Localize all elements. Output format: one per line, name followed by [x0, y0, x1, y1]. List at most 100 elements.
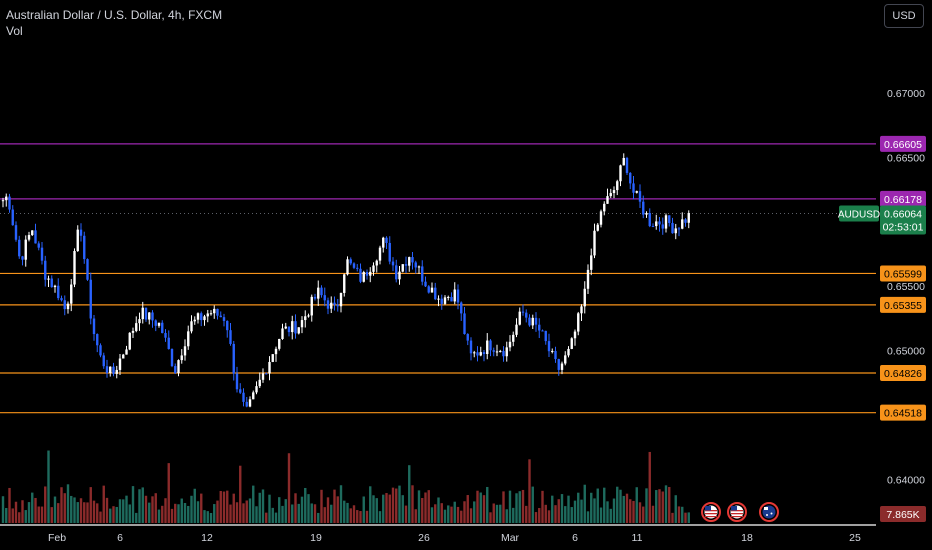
volume-bar [190, 495, 193, 523]
horizontal-levels[interactable] [0, 143, 876, 414]
candle-body [687, 212, 690, 223]
volume-bar [34, 497, 37, 523]
candle-body [515, 324, 518, 335]
volume-bar [541, 490, 544, 523]
volume-bar [525, 505, 528, 523]
volume-bar [411, 485, 414, 523]
price-labels: 0.66605 0.66178 0.65599 0.65355 0.64826 0.645… [838, 135, 926, 522]
time-tick-label: 6 [117, 532, 123, 544]
volume-bar [89, 487, 92, 523]
candle-body [427, 286, 430, 293]
volume-bar [463, 501, 466, 523]
time-tick-label: 19 [310, 532, 322, 544]
candle-body [122, 354, 125, 359]
volume-bar [200, 493, 203, 523]
volume-bar [505, 509, 508, 523]
candle-body [274, 348, 278, 355]
candle-body [248, 399, 252, 407]
volume-bar [44, 486, 47, 523]
volume-bar [222, 491, 226, 523]
candle-body [216, 308, 219, 316]
volume-bar [586, 511, 590, 523]
candle-body [109, 366, 112, 373]
flag-stripe [705, 513, 717, 515]
level-price-label: 0.65599 [884, 268, 922, 280]
au-flag-icon[interactable] [759, 502, 779, 522]
candle-body [11, 209, 14, 226]
volume-bar [252, 485, 255, 523]
volume-bar [47, 450, 50, 523]
candle-body [593, 230, 596, 256]
candle-body [603, 203, 606, 212]
volume-bar [424, 492, 427, 523]
volume-bar [482, 495, 486, 523]
volume-bar [440, 503, 443, 523]
candle-body [229, 330, 232, 344]
us-flag-icon[interactable] [701, 502, 721, 522]
current-symbol-label: AUDUSD [838, 210, 880, 221]
candle-body [76, 229, 79, 251]
candle-body [287, 326, 291, 333]
volume-bar [599, 507, 603, 523]
candle-body [86, 259, 89, 280]
candle-body [105, 366, 109, 373]
volume-bar [242, 503, 245, 523]
volume-bar [24, 510, 27, 523]
candle-body [352, 263, 356, 268]
volume-bar [161, 505, 164, 523]
volume-bar [674, 495, 677, 523]
volume-bar [265, 512, 268, 523]
current-symbol-badge [839, 205, 879, 222]
level-price-badge [880, 265, 926, 282]
volume-bar [668, 487, 671, 523]
candle-body [648, 213, 651, 227]
volume-bar [551, 495, 554, 523]
candle-body [148, 312, 151, 320]
candle-body [505, 347, 508, 357]
candle-body [538, 324, 541, 331]
volume-bar [622, 495, 625, 523]
volume-bar [570, 507, 573, 523]
volume-bar [109, 508, 112, 523]
volume-bar [382, 494, 385, 523]
volume-bar [317, 512, 320, 523]
candle-body [489, 340, 492, 351]
candle-body [434, 287, 437, 300]
candle-body [235, 373, 239, 390]
event-icons[interactable] [701, 502, 779, 522]
candle-body [567, 348, 570, 356]
volume-bar [138, 489, 141, 523]
symbol-title[interactable]: Australian Dollar / U.S. Dollar, 4h, FXC… [6, 8, 223, 22]
candle-body [239, 389, 242, 393]
volume-bar [427, 490, 430, 523]
volume-bar [193, 488, 196, 523]
volume-bar [287, 453, 291, 523]
candle-body [642, 201, 645, 215]
volume-bar [213, 504, 216, 523]
candle-body [14, 225, 18, 240]
flag-canton [705, 506, 711, 511]
volume-bar [466, 495, 469, 523]
candle-body [424, 281, 427, 287]
candle-body [486, 340, 489, 355]
volume-bar [157, 509, 161, 523]
level-price-badge [880, 190, 926, 207]
volume-bar [619, 489, 622, 523]
candle-body [661, 224, 664, 229]
volume-bar [398, 485, 401, 523]
candle-body [261, 373, 265, 380]
candle-body [125, 349, 128, 355]
currency-button[interactable]: USD [884, 4, 924, 28]
candle-body [99, 345, 102, 356]
candle-body [226, 320, 229, 331]
volume-indicator-label[interactable]: Vol [6, 24, 23, 38]
candle-body [372, 265, 375, 272]
volume-bar [583, 484, 586, 523]
volume-bar [21, 500, 24, 523]
us-flag-icon[interactable] [727, 502, 747, 522]
candle-body [138, 319, 141, 324]
candle-body [365, 272, 369, 276]
volume-bar [313, 504, 317, 523]
candle-body [310, 296, 313, 316]
